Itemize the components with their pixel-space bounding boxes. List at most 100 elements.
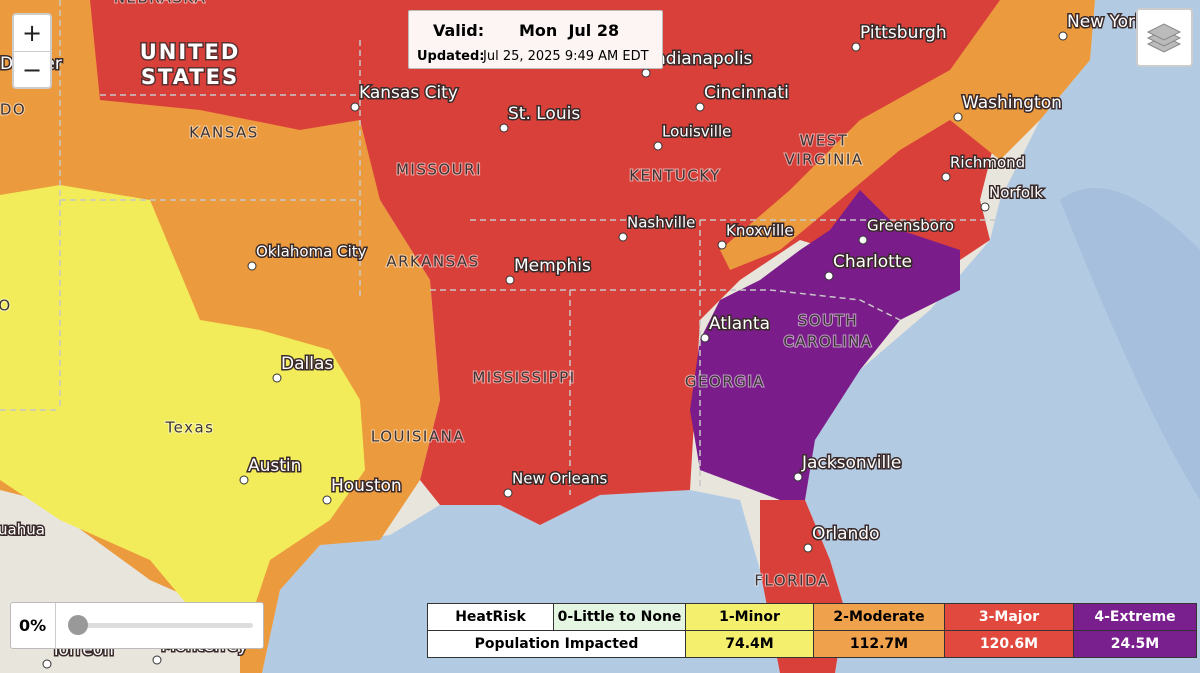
city-label: Indianapolis: [650, 49, 753, 69]
population-cell: 24.5M: [1073, 630, 1197, 658]
city-dot: [793, 472, 803, 482]
city-dot: [1058, 31, 1068, 41]
state-borders: [0, 0, 1000, 495]
city-dot: [953, 112, 963, 122]
legend-row-label: Population Impacted: [427, 630, 686, 658]
ocean-shade: [1060, 188, 1200, 500]
info-box: Valid: Mon Jul 28 Updated: Jul 25, 2025 …: [408, 10, 663, 69]
population-cell: 74.4M: [685, 630, 814, 658]
legend-cell: 3-Major: [944, 603, 1074, 631]
city-label: New York: [1067, 12, 1145, 32]
state-label: Texas: [165, 419, 215, 437]
slider-knob[interactable]: [68, 615, 88, 635]
state-label: LOUISIANA: [371, 428, 465, 446]
city-label: Greensboro: [867, 217, 954, 235]
updated-date: Jul 25, 2025 9:49 AM EDT: [483, 49, 649, 64]
state-label: O: [0, 297, 12, 315]
country-label: STATES: [141, 65, 239, 89]
opacity-slider: 0%: [10, 602, 264, 649]
city-dot: [641, 68, 651, 78]
city-label: Jacksonville: [801, 453, 901, 473]
valid-label: Valid:: [433, 21, 485, 40]
city-label: Richmond: [950, 154, 1025, 172]
city-label: Atlanta: [709, 314, 770, 334]
border: [0, 0, 1000, 495]
city-label: Houston: [331, 476, 402, 496]
city-label: Kansas City: [359, 83, 458, 103]
city-label: Knoxville: [726, 222, 794, 240]
state-label: DO: [0, 101, 26, 119]
city-dot: [239, 475, 249, 485]
opacity-value: 0%: [19, 616, 47, 635]
state-label: KENTUCKY: [629, 167, 721, 185]
city-label: uahua: [0, 521, 45, 539]
state-label: FLORIDA: [754, 572, 829, 590]
city-dot: [851, 42, 861, 52]
city-label: Oklahoma City: [256, 243, 367, 261]
divider: [55, 603, 56, 648]
slider-track[interactable]: [73, 623, 253, 628]
city-dot: [695, 102, 705, 112]
city-label: Memphis: [514, 256, 591, 276]
city-dot: [322, 495, 332, 505]
city-dot: [272, 373, 282, 383]
major-area: [90, 0, 1060, 525]
city-label: Washington: [962, 93, 1062, 113]
city-label: New Orleans: [512, 470, 608, 488]
country-label: UNITED: [140, 40, 241, 64]
population-cell: 120.6M: [944, 630, 1074, 658]
city-dot: [803, 543, 813, 553]
state-label: VIRGINIA: [784, 151, 863, 169]
city-dot: [717, 240, 727, 250]
city-dot: [42, 659, 52, 669]
layers-button[interactable]: [1136, 8, 1193, 67]
city-label: St. Louis: [508, 104, 580, 124]
zoom-in-button[interactable]: +: [14, 15, 50, 52]
city-label: Cincinnati: [704, 83, 789, 103]
state-label: KANSAS: [189, 124, 259, 142]
city-dot: [247, 261, 257, 271]
city-dot: [499, 123, 509, 133]
state-label: MISSISSIPPI: [472, 369, 575, 387]
city-label: Orlando: [812, 524, 879, 544]
city-dot: [824, 271, 834, 281]
city-dot: [700, 333, 710, 343]
extreme-area: [690, 190, 960, 540]
city-dot: [152, 655, 162, 665]
state-label: GEORGIA: [685, 373, 765, 391]
zoom-out-button[interactable]: −: [21, 56, 43, 84]
zoom-control: + −: [12, 13, 52, 89]
city-dot: [858, 235, 868, 245]
legend-cell: 0-Little to None: [553, 603, 686, 631]
legend: HeatRisk 0-Little to None 1-Minor 2-Mode…: [427, 603, 1197, 658]
state-label: NEBRASKA: [114, 0, 206, 7]
city-label: Dallas: [281, 354, 333, 374]
valid-date: Mon Jul 28: [519, 21, 620, 40]
city-dot: [941, 172, 951, 182]
layers-icon: [1146, 23, 1182, 53]
city-dot: [653, 141, 663, 151]
legend-cell: 2-Moderate: [813, 603, 945, 631]
city-label: Nashville: [627, 214, 695, 232]
city-label: Austin: [248, 456, 301, 476]
city-dot: [980, 202, 990, 212]
city-dot: [350, 102, 360, 112]
legend-cell: HeatRisk: [427, 603, 554, 631]
city-dot: [503, 488, 513, 498]
moderate-area-east: [720, 0, 1095, 270]
city-dot: [505, 275, 515, 285]
city-dot: [618, 232, 628, 242]
state-label: SOUTH: [798, 312, 858, 330]
legend-population: Population Impacted 74.4M 112.7M 120.6M …: [427, 630, 1197, 658]
city-label: Norfolk: [989, 184, 1043, 202]
city-label: Louisville: [662, 123, 731, 141]
city-label: Charlotte: [833, 252, 912, 272]
legend-cell: 4-Extreme: [1073, 603, 1197, 631]
legend-header: HeatRisk 0-Little to None 1-Minor 2-Mode…: [427, 603, 1197, 631]
population-cell: 112.7M: [813, 630, 945, 658]
state-label: CAROLINA: [783, 333, 872, 351]
